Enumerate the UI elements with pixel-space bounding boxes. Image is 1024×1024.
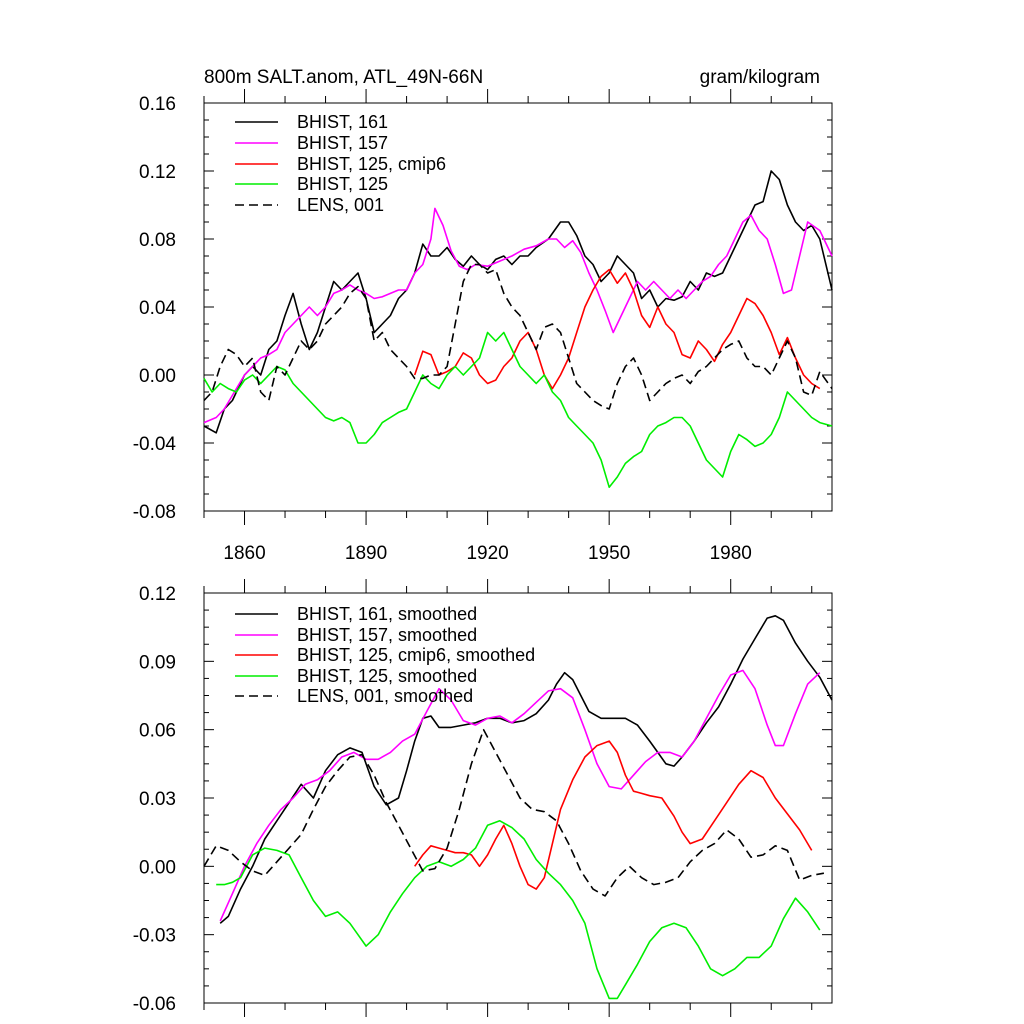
y-tick-label: 0.03	[139, 789, 176, 810]
x-tick-label: 1950	[588, 543, 630, 564]
y-tick-label: 0.00	[139, 366, 176, 387]
series-line	[203, 331, 833, 489]
series-line	[203, 728, 825, 897]
series-line	[203, 207, 833, 424]
series-line	[219, 669, 821, 922]
x-tick-label: 1920	[466, 543, 508, 564]
legend-label: BHIST, 157	[297, 133, 388, 153]
y-tick-label: -0.08	[133, 502, 176, 523]
x-tick-label: 1860	[223, 543, 265, 564]
x-tick-label: 1890	[345, 543, 387, 564]
y-tick-label: 0.04	[139, 298, 176, 319]
legend-label: BHIST, 125, cmip6, smoothed	[297, 645, 535, 665]
top-chart-title-left: 800m SALT.anom, ATL_49N-66N	[204, 67, 483, 88]
bottom-chart: -0.06 -0.03 0.00 0.03 0.06 0.09 0.12 BHIST, 161…	[133, 579, 833, 1017]
y-tick-label: -0.06	[133, 994, 176, 1015]
y-tick-label: 0.16	[139, 94, 176, 115]
y-tick-label: 0.12	[139, 162, 176, 183]
legend-label: BHIST, 161, smoothed	[297, 604, 477, 624]
series-line	[413, 268, 821, 390]
legend-label: BHIST, 157, smoothed	[297, 625, 477, 645]
y-tick-label: -0.03	[133, 926, 176, 947]
legend-label: BHIST, 125	[297, 174, 388, 194]
top-chart: -0.08 -0.04 0.00 0.04 0.08 0.12 0.16 1860 1890 19…	[133, 89, 833, 564]
series-line	[203, 170, 833, 434]
legend-label: BHIST, 161	[297, 112, 388, 132]
y-tick-label: 0.09	[139, 652, 176, 673]
legend-label: BHIST, 125, cmip6	[297, 154, 446, 174]
series-line	[216, 819, 821, 1000]
y-tick-label: 0.06	[139, 721, 176, 742]
legend-label: BHIST, 125, smoothed	[297, 666, 477, 686]
x-tick-label: 1980	[710, 543, 752, 564]
series-line	[219, 614, 833, 924]
y-tick-label: -0.04	[133, 434, 177, 455]
y-tick-label: 0.12	[139, 584, 176, 605]
series-line	[203, 263, 833, 410]
legend-label: LENS, 001, smoothed	[297, 686, 473, 706]
series-line	[414, 740, 813, 890]
y-tick-label: 0.08	[139, 230, 176, 251]
y-tick-label: 0.00	[139, 857, 176, 878]
legend-label: LENS, 001	[297, 195, 384, 215]
top-chart-title-right: gram/kilogram	[700, 67, 820, 88]
